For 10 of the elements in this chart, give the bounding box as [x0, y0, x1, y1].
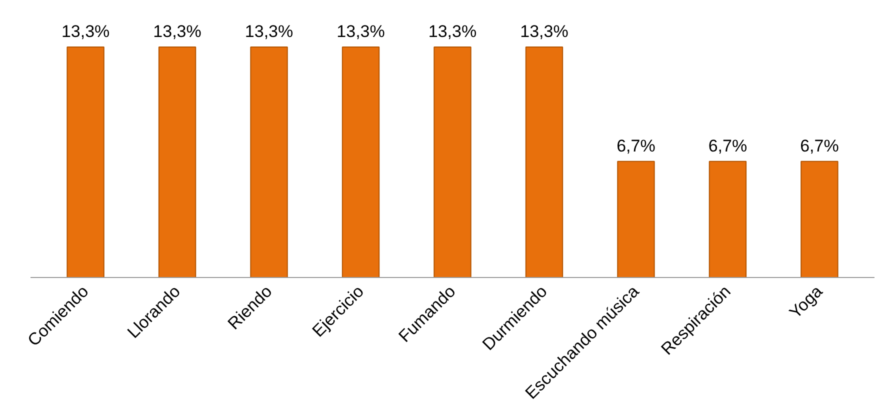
data-label: 13,3%: [336, 22, 385, 41]
x-tick-label: Yoga: [786, 281, 827, 322]
data-label: 13,3%: [520, 22, 568, 41]
data-label: 6,7%: [708, 136, 748, 156]
data-label: 13,3%: [61, 22, 110, 41]
data-label: 6,7%: [616, 136, 656, 156]
data-label: 13,3%: [153, 22, 202, 41]
data-label: 13,3%: [428, 22, 477, 41]
data-label: 6,7%: [800, 136, 839, 156]
data-label: 13,3%: [244, 22, 294, 41]
